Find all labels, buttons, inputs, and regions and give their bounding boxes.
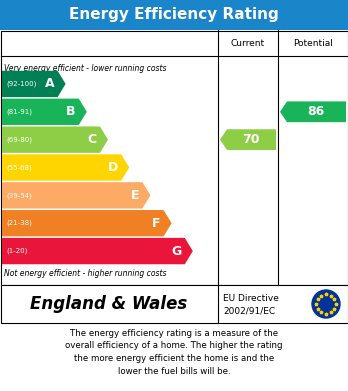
Text: Not energy efficient - higher running costs: Not energy efficient - higher running co…: [4, 269, 166, 278]
Text: Very energy efficient - lower running costs: Very energy efficient - lower running co…: [4, 64, 166, 73]
Text: 86: 86: [307, 105, 325, 118]
Text: D: D: [108, 161, 118, 174]
Text: C: C: [88, 133, 97, 146]
Polygon shape: [2, 210, 172, 237]
Text: (81-91): (81-91): [6, 109, 32, 115]
Text: A: A: [45, 77, 55, 90]
Text: England & Wales: England & Wales: [30, 295, 188, 313]
Polygon shape: [2, 126, 108, 153]
Text: EU Directive: EU Directive: [223, 294, 279, 303]
Polygon shape: [2, 71, 66, 97]
Text: (21-38): (21-38): [6, 220, 32, 226]
Text: (39-54): (39-54): [6, 192, 32, 199]
Text: G: G: [172, 245, 182, 258]
Text: (55-68): (55-68): [6, 164, 32, 171]
Polygon shape: [220, 129, 276, 150]
Text: Current: Current: [231, 38, 265, 47]
Text: F: F: [152, 217, 160, 230]
Text: (92-100): (92-100): [6, 81, 37, 87]
Polygon shape: [2, 99, 87, 125]
Bar: [0, 30, 348, 285]
Bar: [0, 0, 348, 30]
Text: The energy efficiency rating is a measure of the
overall efficiency of a home. T: The energy efficiency rating is a measur…: [65, 329, 283, 375]
Text: 70: 70: [242, 133, 260, 146]
Text: E: E: [131, 189, 140, 202]
Polygon shape: [2, 238, 193, 264]
Text: (1-20): (1-20): [6, 248, 27, 254]
Text: (69-80): (69-80): [6, 136, 32, 143]
Text: B: B: [66, 105, 76, 118]
Text: 2002/91/EC: 2002/91/EC: [223, 306, 275, 315]
Bar: [0, 285, 348, 323]
Text: Potential: Potential: [293, 38, 333, 47]
Polygon shape: [280, 101, 346, 122]
Text: Energy Efficiency Rating: Energy Efficiency Rating: [69, 7, 279, 23]
Polygon shape: [2, 154, 129, 181]
Circle shape: [312, 290, 340, 318]
Polygon shape: [2, 182, 150, 208]
